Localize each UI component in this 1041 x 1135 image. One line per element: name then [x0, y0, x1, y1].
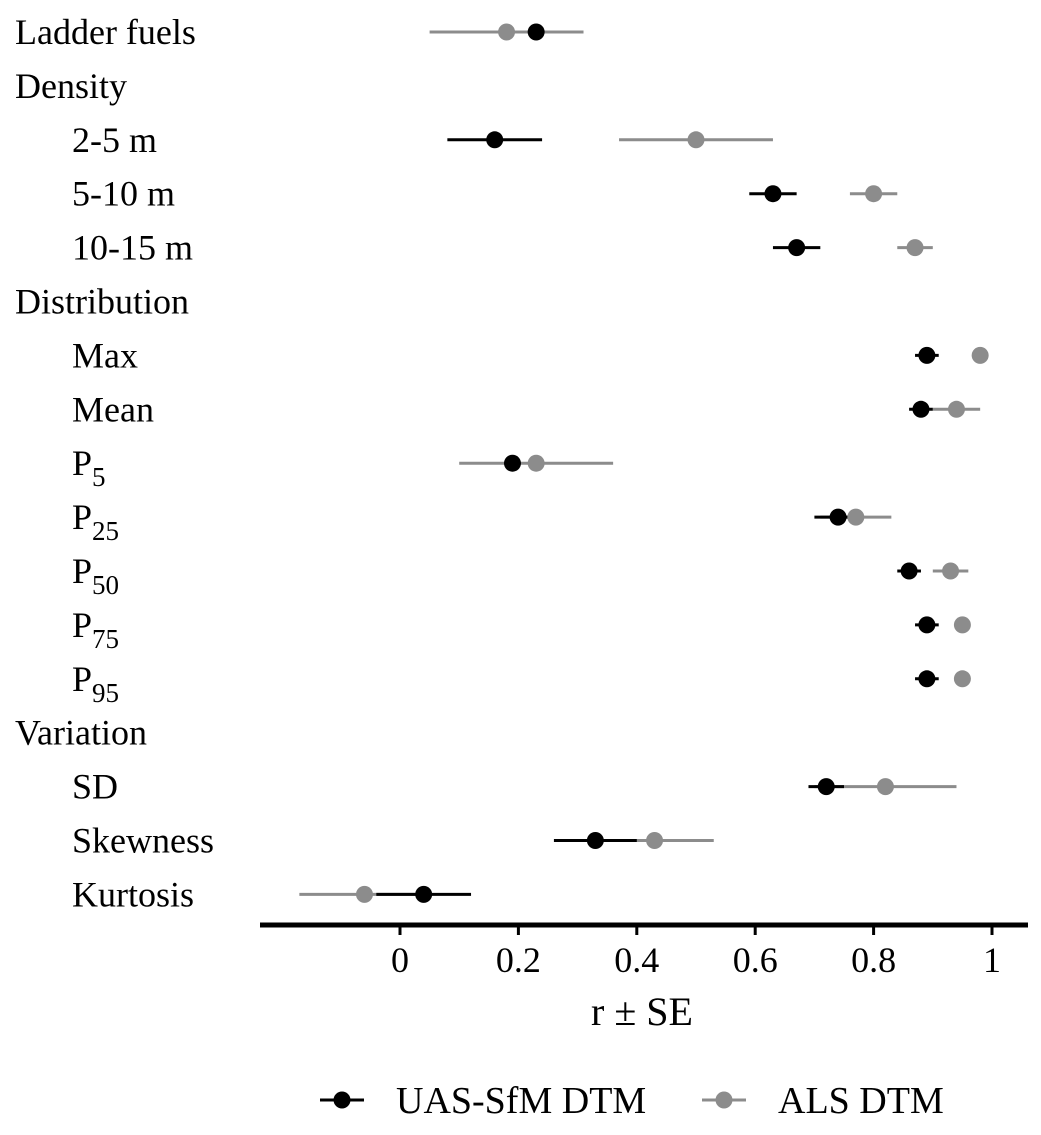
als-ladder-fuels-point: [498, 23, 516, 41]
row-label-skewness: Skewness: [72, 821, 214, 861]
errorbars-layer: [299, 30, 981, 896]
uas-10-15-m-point: [788, 239, 806, 257]
x-tick-label-3: 0.6: [733, 940, 778, 980]
row-label-2-5-m: 2-5 m: [72, 120, 157, 160]
row-label-sd: SD: [72, 767, 118, 807]
legend-uas-label: UAS-SfM DTM: [396, 1080, 646, 1122]
als-p25-point: [847, 508, 865, 526]
x-tick-label-5: 1: [983, 940, 1001, 980]
row-label-p95: P95: [72, 659, 119, 708]
legend-uas-marker: [333, 1091, 351, 1109]
uas-p5-point: [503, 454, 521, 472]
als-skewness-point: [646, 832, 664, 849]
als-p75-point: [953, 616, 971, 634]
als-mean-point: [947, 400, 965, 418]
row-label-5-10-m: 5-10 m: [72, 174, 175, 214]
uas-p25-point: [829, 508, 847, 526]
x-axis: 0 0.2 0.4 0.6 0.8 1 r ± SE: [260, 922, 1028, 1034]
uas-ladder-fuels-point: [527, 23, 545, 41]
uas-5-10-m-point: [764, 185, 782, 203]
rows-layer: Ladder fuels Density 2-5 m 5-10 m 10-15 m Dis…: [15, 12, 214, 914]
row-label-p25: P25: [72, 497, 119, 546]
row-label-mean: Mean: [72, 389, 154, 429]
row-label-p75: P75: [72, 605, 119, 654]
als-max-point: [971, 346, 989, 364]
legend: UAS-SfM DTM ALS DTM: [320, 1080, 944, 1122]
row-label-10-15-m: 10-15 m: [72, 228, 193, 268]
uas-skewness-point: [586, 832, 604, 849]
legend-als-marker: [715, 1091, 733, 1109]
row-label-ladder-fuels: Ladder fuels: [15, 12, 196, 52]
uas-2-5-m-point: [486, 131, 504, 149]
x-tick-label-0: 0: [391, 940, 409, 980]
row-label-kurtosis: Kurtosis: [72, 874, 194, 914]
als-5-10-m-point: [865, 185, 883, 203]
row-label-density: Density: [15, 66, 127, 106]
als-p5-point: [527, 454, 545, 472]
row-label-p50: P50: [72, 551, 119, 600]
als-p50-point: [942, 562, 960, 580]
als-10-15-m-point: [906, 239, 924, 257]
x-tick-label-4: 0.8: [851, 940, 896, 980]
uas-p50-point: [900, 562, 918, 580]
row-label-p5: P5: [72, 443, 106, 492]
als-sd-point: [876, 778, 894, 796]
uas-p75-point: [918, 616, 936, 634]
x-tick-label-1: 0.2: [496, 940, 541, 980]
uas-mean-point: [912, 400, 930, 418]
als-kurtosis-point: [355, 885, 373, 903]
als-p95-point: [953, 670, 971, 688]
als-2-5-m-point: [687, 131, 705, 149]
points-layer: [355, 23, 989, 903]
uas-max-point: [918, 346, 936, 364]
uas-kurtosis-point: [415, 885, 433, 903]
legend-als-label: ALS DTM: [778, 1080, 944, 1122]
row-label-max: Max: [72, 335, 138, 375]
row-label-distribution: Distribution: [15, 282, 189, 322]
x-tick-label-2: 0.4: [614, 940, 659, 980]
uas-p95-point: [918, 670, 936, 688]
x-axis-title: r ± SE: [591, 989, 693, 1034]
row-label-variation: Variation: [15, 713, 147, 753]
uas-sd-point: [817, 778, 835, 796]
